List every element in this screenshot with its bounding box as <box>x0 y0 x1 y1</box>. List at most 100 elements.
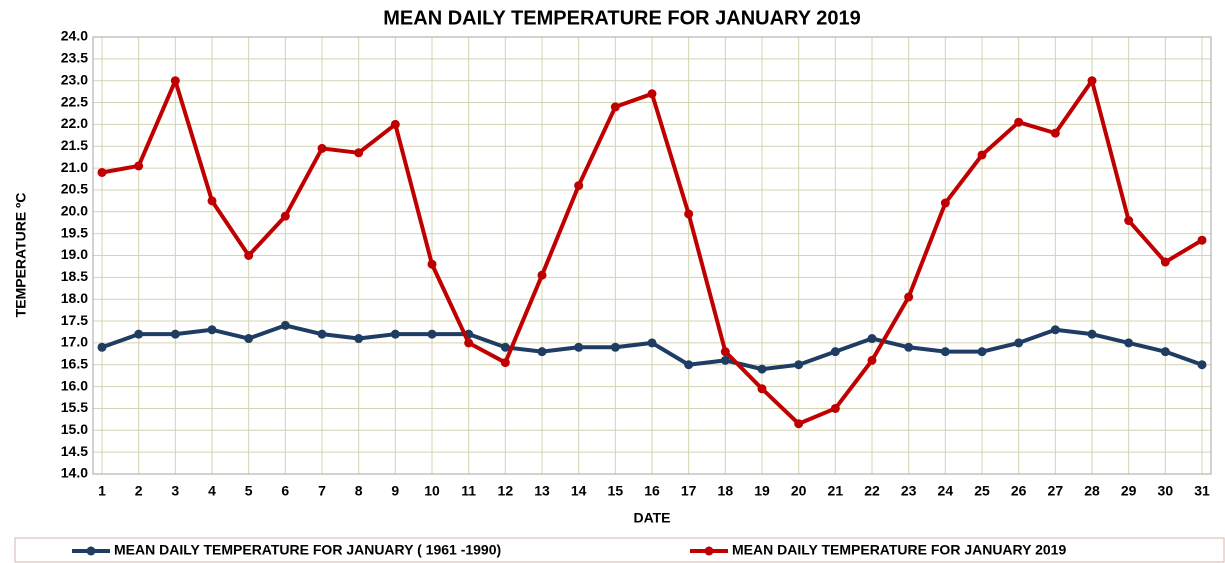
y-tick-label: 23.0 <box>61 71 88 87</box>
data-point <box>354 334 364 344</box>
data-point <box>134 329 144 339</box>
x-tick-label: 7 <box>318 483 326 499</box>
data-point <box>977 347 987 357</box>
data-point <box>904 342 914 352</box>
x-tick-label: 18 <box>718 483 734 499</box>
x-tick-label: 31 <box>1194 483 1210 499</box>
y-tick-label: 15.5 <box>61 399 88 415</box>
data-point <box>500 342 510 352</box>
data-point <box>940 198 950 208</box>
legend-marker <box>704 546 714 556</box>
y-tick-label: 20.0 <box>61 203 88 219</box>
data-point <box>1087 329 1097 339</box>
data-point <box>647 338 657 348</box>
data-point <box>280 211 290 221</box>
chart-title: MEAN DAILY TEMPERATURE FOR JANUARY 2019 <box>383 7 861 29</box>
legend-label: MEAN DAILY TEMPERATURE FOR JANUARY 2019 <box>732 542 1066 558</box>
y-tick-label: 16.0 <box>61 377 88 393</box>
data-point <box>1124 338 1134 348</box>
x-tick-label: 27 <box>1048 483 1064 499</box>
y-tick-label: 22.5 <box>61 93 88 109</box>
data-point <box>757 364 767 374</box>
data-point <box>464 338 474 348</box>
data-point <box>207 196 217 206</box>
data-point <box>97 167 107 177</box>
data-point <box>500 358 510 368</box>
x-tick-label: 2 <box>135 483 143 499</box>
x-tick-label: 21 <box>828 483 844 499</box>
data-point <box>757 384 767 394</box>
x-tick-label: 3 <box>171 483 179 499</box>
data-point <box>794 360 804 370</box>
data-point <box>720 347 730 357</box>
data-point <box>574 181 584 191</box>
data-point <box>317 143 327 153</box>
data-point <box>574 342 584 352</box>
x-tick-label: 4 <box>208 483 216 499</box>
x-tick-label: 6 <box>281 483 289 499</box>
data-point <box>904 292 914 302</box>
x-tick-label: 17 <box>681 483 697 499</box>
data-point <box>1050 325 1060 335</box>
x-tick-label: 20 <box>791 483 807 499</box>
data-point <box>867 334 877 344</box>
data-point <box>1124 216 1134 226</box>
data-point <box>977 150 987 160</box>
y-tick-label: 24.0 <box>61 28 88 44</box>
x-tick-label: 15 <box>608 483 624 499</box>
x-tick-label: 29 <box>1121 483 1137 499</box>
data-point <box>830 403 840 413</box>
y-tick-label: 15.0 <box>61 421 88 437</box>
legend-label: MEAN DAILY TEMPERATURE FOR JANUARY ( 196… <box>114 542 501 558</box>
y-tick-label: 16.5 <box>61 355 88 371</box>
x-tick-label: 23 <box>901 483 917 499</box>
data-point <box>390 329 400 339</box>
data-point <box>1014 117 1024 127</box>
data-point <box>1197 360 1207 370</box>
y-tick-label: 17.0 <box>61 334 88 350</box>
y-tick-label: 21.5 <box>61 137 88 153</box>
data-point <box>1197 235 1207 245</box>
x-tick-label: 26 <box>1011 483 1027 499</box>
y-tick-label: 19.0 <box>61 246 88 262</box>
data-point <box>280 320 290 330</box>
x-tick-label: 5 <box>245 483 253 499</box>
data-point <box>1014 338 1024 348</box>
data-point <box>537 347 547 357</box>
x-axis-label: DATE <box>633 510 670 526</box>
data-point <box>1160 257 1170 267</box>
data-point <box>610 102 620 112</box>
data-point <box>537 270 547 280</box>
x-tick-label: 22 <box>864 483 880 499</box>
data-point <box>940 347 950 357</box>
data-point <box>720 355 730 365</box>
x-tick-label: 11 <box>461 483 476 499</box>
data-point <box>867 355 877 365</box>
x-tick-label: 8 <box>355 483 363 499</box>
data-point <box>134 161 144 171</box>
data-point <box>354 148 364 158</box>
y-tick-label: 17.5 <box>61 312 88 328</box>
data-point <box>244 251 254 260</box>
plot-border <box>92 36 1212 475</box>
y-tick-label: 19.5 <box>61 224 88 240</box>
x-tick-label: 25 <box>974 483 990 499</box>
y-tick-label: 18.5 <box>61 268 88 284</box>
y-axis-label: TEMPERATURE ºC <box>13 193 29 318</box>
x-tick-label: 9 <box>391 483 399 499</box>
data-point <box>317 329 327 339</box>
x-tick-label: 10 <box>424 483 440 499</box>
data-point <box>684 209 694 219</box>
data-point <box>610 342 620 352</box>
x-tick-label: 12 <box>498 483 514 499</box>
data-point <box>830 347 840 357</box>
data-point <box>427 259 437 269</box>
data-point <box>244 334 254 344</box>
y-tick-label: 20.5 <box>61 181 88 197</box>
x-tick-label: 14 <box>571 483 587 499</box>
x-tick-label: 16 <box>644 483 660 499</box>
data-point <box>97 342 107 352</box>
data-point <box>427 329 437 339</box>
y-tick-label: 21.0 <box>61 159 88 175</box>
